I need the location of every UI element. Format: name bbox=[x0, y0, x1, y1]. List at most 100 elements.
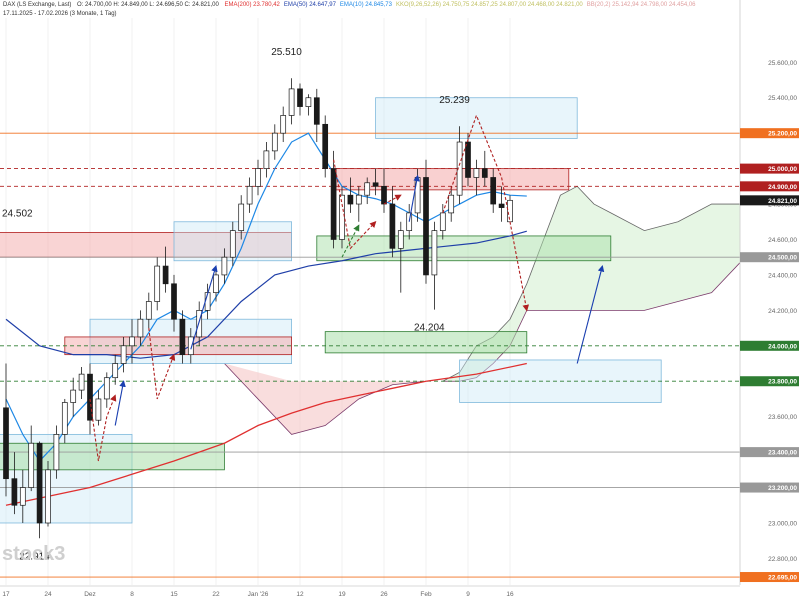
price-level-label: 23.400,00 bbox=[768, 450, 797, 457]
y-tick-label: 25.600,00 bbox=[768, 60, 797, 67]
projection-arrow bbox=[190, 265, 218, 350]
support-zone bbox=[316, 235, 612, 262]
candle-body bbox=[246, 185, 253, 205]
candle-body bbox=[481, 168, 488, 178]
price-level-label: 25.000,00 bbox=[768, 166, 797, 173]
candle-body bbox=[3, 407, 9, 480]
candle-body bbox=[187, 336, 194, 356]
y-tick-label: 25.400,00 bbox=[768, 95, 797, 102]
candle-body bbox=[465, 141, 471, 178]
range-label: 17.11.2025 - 17.02.2026 (3 Monate, 1 Tag… bbox=[3, 11, 117, 17]
candle-body bbox=[364, 182, 371, 196]
indicator-label: KKO(9,26,52,26) 24.750,75 24.857,25 24.8… bbox=[395, 2, 583, 8]
candle-body bbox=[28, 442, 35, 488]
price-annotation: 24.204 bbox=[414, 323, 445, 334]
price-annotation: 25.239 bbox=[439, 95, 470, 106]
candle-body bbox=[255, 168, 261, 187]
candle-body bbox=[423, 177, 429, 276]
candle-body bbox=[330, 168, 337, 240]
projection-arrow bbox=[383, 194, 402, 205]
indicator-label: EMA(10) 24.845,73 bbox=[339, 2, 392, 8]
symbol-label: DAX (LS Exchange, Last) bbox=[3, 2, 72, 8]
projection-arrow bbox=[576, 264, 605, 364]
chart-header-line2: 17.11.2025 - 17.02.2026 (3 Monate, 1 Tag… bbox=[3, 11, 121, 17]
candle-body bbox=[305, 97, 312, 107]
x-tick-label: 17 bbox=[2, 591, 10, 598]
candle-body bbox=[154, 265, 161, 302]
projection-arrow bbox=[442, 113, 530, 312]
x-tick-label: 22 bbox=[212, 591, 220, 598]
candle-body bbox=[238, 203, 245, 231]
x-tick-label: Dez bbox=[84, 591, 96, 598]
x-tick-label: 19 bbox=[338, 591, 346, 598]
price-annotation: 25.510 bbox=[271, 47, 302, 58]
indicator-list: EMA(200) 23.780,42 EMA(50) 24.647,97 EMA(1… bbox=[225, 2, 700, 8]
candle-body bbox=[490, 177, 497, 205]
candle-body bbox=[61, 402, 68, 435]
candle-body bbox=[162, 265, 169, 285]
candle-body bbox=[280, 115, 287, 134]
candle-body bbox=[347, 194, 354, 205]
ichimoku-cloud-green bbox=[442, 186, 746, 382]
chart-header-line1: DAX (LS Exchange, Last) O: 24.700,00 H: … bbox=[3, 2, 704, 8]
price-annotation: 22.914 bbox=[19, 551, 50, 562]
candle-body bbox=[196, 310, 203, 338]
candle-body bbox=[120, 345, 127, 364]
candle-body bbox=[36, 442, 43, 524]
candle-body bbox=[45, 469, 51, 524]
price-level-tag bbox=[740, 340, 799, 351]
candle-body bbox=[439, 212, 446, 231]
price-level-tag bbox=[740, 376, 799, 387]
price-level-tag bbox=[740, 482, 799, 493]
x-tick-label: 16 bbox=[506, 591, 514, 598]
candle-body bbox=[70, 389, 77, 403]
y-tick-label: 23.600,00 bbox=[768, 414, 797, 421]
ema200-line bbox=[5, 362, 527, 506]
price-annotation: 24.502 bbox=[2, 208, 33, 219]
x-tick-label: 8 bbox=[130, 591, 134, 598]
watermark-logo: stock3 bbox=[2, 543, 65, 565]
projection-arrow bbox=[89, 394, 117, 462]
candle-body bbox=[229, 230, 236, 258]
projection-arrow bbox=[333, 159, 377, 250]
price-level-tag bbox=[740, 163, 799, 174]
x-tick-label: 26 bbox=[380, 591, 388, 598]
candle-body bbox=[171, 283, 177, 320]
price-level-tag bbox=[740, 572, 799, 583]
candle-body bbox=[397, 230, 404, 249]
candle-body bbox=[381, 185, 387, 205]
projection-arrow bbox=[114, 380, 126, 426]
ohlc-label: O: 24.700,00 H: 24.849,00 L: 24.696,50 C… bbox=[77, 2, 219, 8]
candle-body bbox=[498, 203, 505, 208]
candle-body bbox=[103, 377, 110, 400]
price-level-label: 24.500,00 bbox=[768, 255, 797, 262]
x-tick-label: 24 bbox=[44, 591, 52, 598]
candle-body bbox=[288, 88, 295, 116]
y-tick-label: 22.800,00 bbox=[768, 556, 797, 563]
candle-body bbox=[339, 194, 345, 240]
y-tick-label: 24.200,00 bbox=[768, 308, 797, 315]
candle-body bbox=[11, 478, 18, 506]
y-tick-label: 24.600,00 bbox=[768, 237, 797, 244]
ichimoku-span-b bbox=[442, 256, 746, 382]
price-level-tag bbox=[740, 252, 799, 263]
candle-body bbox=[473, 168, 480, 178]
projection-arrow bbox=[341, 224, 360, 258]
blue-zone bbox=[375, 97, 578, 139]
indicator-label: BB(20,2) 25.142,94 24.798,00 24.454,06 bbox=[586, 2, 696, 8]
price-level-label: 24.821,00 bbox=[768, 198, 797, 205]
price-axis-bg bbox=[740, 0, 800, 600]
price-level-label: 24.000,00 bbox=[768, 343, 797, 350]
x-tick-label: Jan '26 bbox=[248, 591, 269, 598]
candle-body bbox=[53, 434, 60, 471]
price-level-tag bbox=[740, 195, 799, 206]
candle-body bbox=[19, 487, 26, 506]
candle-body bbox=[95, 398, 102, 421]
candle-body bbox=[263, 150, 270, 169]
candle-body bbox=[112, 363, 119, 379]
ichimoku-span-b-red bbox=[224, 363, 427, 435]
ichimoku-cloud-red bbox=[224, 363, 426, 435]
candle-body bbox=[145, 301, 152, 320]
x-tick-label: 15 bbox=[170, 591, 178, 598]
